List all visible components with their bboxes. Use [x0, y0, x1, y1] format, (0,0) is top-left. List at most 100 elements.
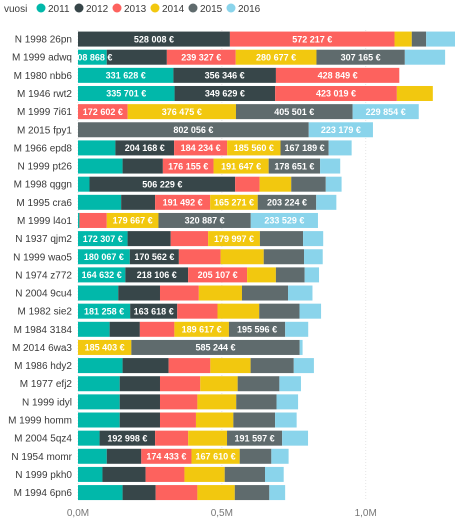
- bar-segment-2015: [316, 49, 405, 65]
- bar-segment-2014: [247, 267, 276, 283]
- category-label: M 1995 cra6: [16, 198, 72, 209]
- data-label-2012: 506 229 €: [142, 179, 182, 189]
- bar-segment-2013: [188, 267, 248, 283]
- bar-segment-2014: [174, 321, 229, 337]
- bar-segment-2012: [173, 67, 276, 83]
- bar-segment-2011: [78, 448, 107, 464]
- bar-segment-2014: [188, 430, 228, 446]
- legend-marker-2013: [112, 3, 122, 13]
- bar-segment-2014: [106, 212, 159, 228]
- bar-segment-2012: [106, 448, 142, 464]
- category-label: M 1994 6pn6: [14, 488, 73, 499]
- data-label-2015: 585 244 €: [196, 343, 236, 353]
- bar-segment-2015: [78, 122, 309, 138]
- bar-segment-2015: [131, 339, 300, 355]
- bar-segment-2011: [78, 194, 122, 210]
- bar-segment-2013: [78, 104, 128, 120]
- bar-segment-2015: [411, 31, 427, 47]
- bar-segment-2011: [78, 321, 110, 337]
- bar-segment-2016: [303, 231, 324, 247]
- bar-segment-2013: [275, 85, 397, 101]
- bar-segment-2014: [197, 394, 237, 410]
- bar-segment-2011: [78, 376, 120, 392]
- bar-segment-2016: [304, 249, 323, 265]
- data-label-2013: 239 327 €: [181, 52, 221, 62]
- bar-segment-2015: [275, 267, 305, 283]
- bar-segment-2012: [109, 321, 140, 337]
- category-label: N 1999 idyl: [22, 397, 72, 408]
- category-label: N 1998 26pn: [15, 35, 72, 46]
- data-label-2012: 192 998 €: [107, 433, 147, 443]
- data-label-2013: 205 107 €: [198, 270, 238, 280]
- bar-segment-2014: [197, 485, 235, 501]
- data-label-2012: 204 168 €: [125, 143, 165, 153]
- bar-segment-2011: [78, 412, 120, 428]
- bar-segment-2013: [145, 466, 185, 482]
- data-label-2015: 802 056 €: [173, 125, 213, 135]
- legend-marker-2014: [150, 3, 160, 13]
- bar-segment-2014: [210, 358, 251, 374]
- data-label-2013: 174 433 €: [146, 451, 186, 461]
- data-label-2011: 181 258 €: [84, 306, 124, 316]
- x-tick-label: 0,5M: [211, 508, 233, 519]
- bar-segment-2012: [115, 140, 175, 156]
- bar-segment-2012: [99, 430, 156, 446]
- bar-segment-2013: [168, 358, 211, 374]
- bar-segment-2015: [268, 158, 321, 174]
- bar-segment-2016: [269, 485, 286, 501]
- data-label-2015: 191 597 €: [235, 433, 275, 443]
- bar-segment-2016: [352, 104, 419, 120]
- category-label: M 1977 efj2: [20, 379, 73, 390]
- bar-segment-2012: [174, 85, 276, 101]
- bar-segment-2014: [259, 176, 292, 192]
- category-label: M 1986 hdy2: [14, 361, 72, 372]
- bar-segment-2015: [234, 485, 270, 501]
- bar-segment-2012: [119, 394, 160, 410]
- data-label-2015: 320 887 €: [185, 216, 225, 226]
- bar-segment-2012: [122, 358, 169, 374]
- bar-segment-2013: [159, 376, 201, 392]
- data-label-2012: 170 562 €: [134, 252, 174, 262]
- bar-segment-2011: [78, 176, 90, 192]
- bar-segment-2011: [78, 49, 107, 65]
- bar-segment-2015: [228, 321, 286, 337]
- bar-segment-2016: [404, 49, 446, 65]
- data-label-2014: 167 610 €: [196, 451, 236, 461]
- bar-segment-2013: [155, 430, 189, 446]
- bar-segment-2016: [288, 285, 313, 301]
- bar-segment-2012: [125, 267, 189, 283]
- bar-segment-2016: [325, 176, 342, 192]
- x-axis-ticks: 0,0M 0,5M 1,0M: [67, 508, 377, 519]
- bar-segment-2016: [265, 466, 284, 482]
- bar-segment-2011: [78, 231, 128, 247]
- category-labels: N 1998 26pn M 1999 adwq M 1980 nbb6 M 1946 …: [8, 35, 73, 500]
- bar-segment-2016: [320, 158, 341, 174]
- bar-segment-2013: [79, 212, 107, 228]
- bar-segment-2012: [106, 49, 167, 65]
- bar-segment-2012: [122, 158, 163, 174]
- bar-segment-2016: [426, 31, 455, 47]
- bar-segment-2016: [250, 212, 318, 228]
- data-label-2014: 189 617 €: [182, 325, 222, 335]
- bar-segment-2014: [220, 249, 264, 265]
- data-label-2015: 307 165 €: [341, 52, 381, 62]
- bar-segment-2014: [184, 466, 225, 482]
- x-tick-label: 0,0M: [67, 508, 89, 519]
- bar-segment-2016: [282, 430, 309, 446]
- bar-segment-2015: [236, 394, 277, 410]
- data-label-2014: 185 403 €: [85, 343, 125, 353]
- category-label: M 1982 sie2: [18, 307, 73, 318]
- bar-segment-2013: [275, 67, 400, 83]
- bar-segment-2011: [78, 249, 130, 265]
- bar-segment-2011: [78, 466, 103, 482]
- bar-segment-2013: [159, 394, 198, 410]
- data-label-2011: 208 868 €: [72, 52, 112, 62]
- category-label: M 1999 l4o1: [17, 216, 72, 227]
- data-label-2011: 180 067 €: [84, 252, 124, 262]
- bar-segment-2014: [396, 85, 433, 101]
- bar-segment-2015: [241, 285, 289, 301]
- bar-segment-2013: [166, 49, 236, 65]
- bar-segment-2015: [257, 194, 317, 210]
- category-label: M 1999 adwq: [12, 53, 72, 64]
- data-label-2011: 172 307 €: [83, 234, 123, 244]
